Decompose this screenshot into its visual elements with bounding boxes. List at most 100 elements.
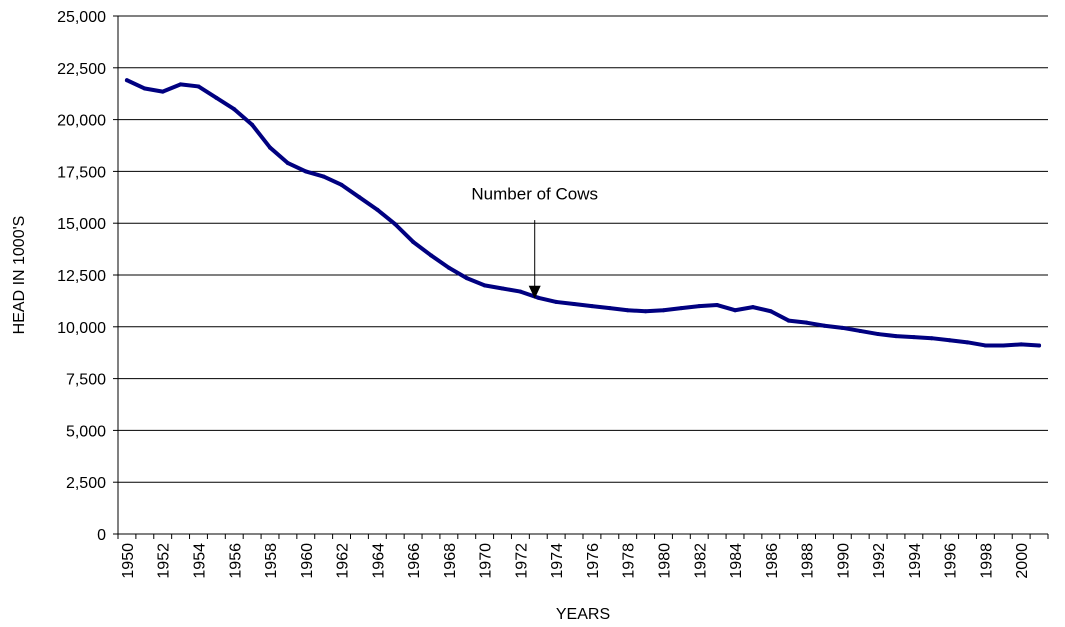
data-point — [536, 295, 541, 300]
y-axis-ticks: 0 2,500 5,000 7,500 10,000 12,500 15,000 17,500… — [57, 9, 118, 544]
data-point — [250, 122, 255, 127]
data-point — [679, 306, 684, 311]
data-point — [411, 239, 416, 244]
data-point — [893, 334, 898, 339]
data-point — [697, 304, 702, 309]
data-point — [607, 306, 612, 311]
data-point — [303, 169, 308, 174]
data-point — [124, 78, 129, 83]
data-point — [911, 335, 916, 340]
x-tick-label: 1962 — [335, 543, 352, 579]
x-tick-label: 1956 — [227, 543, 244, 579]
data-point — [375, 207, 380, 212]
y-tick-label: 10,000 — [57, 320, 106, 337]
data-point — [947, 338, 952, 343]
data-point — [786, 318, 791, 323]
data-point — [625, 308, 630, 313]
data-point — [196, 84, 201, 89]
data-point — [142, 86, 147, 91]
data-point — [482, 283, 487, 288]
x-axis-ticks: 1950 1952 1954 1956 1958 1960 1962 1964 1966 1968… — [117, 534, 1049, 579]
x-tick-label: 1960 — [299, 543, 316, 579]
data-point — [518, 289, 523, 294]
data-point — [1001, 343, 1006, 348]
data-point — [357, 195, 362, 200]
x-tick-label: 1954 — [191, 543, 208, 579]
data-point — [840, 325, 845, 330]
x-axis-title: YEARS — [556, 606, 610, 623]
x-tick-label: 1980 — [656, 543, 673, 579]
data-point — [321, 174, 326, 179]
annotation-arrowhead — [528, 285, 541, 299]
data-point — [464, 276, 469, 281]
data-point — [572, 302, 577, 307]
data-point — [500, 286, 505, 291]
y-tick-label: 25,000 — [57, 9, 106, 26]
y-tick-label: 12,500 — [57, 268, 106, 285]
data-point — [214, 95, 219, 100]
data-point — [715, 303, 720, 308]
y-axis-title: HEAD IN 1000'S — [11, 216, 28, 335]
x-tick-label: 1968 — [442, 543, 459, 579]
x-tick-label: 1966 — [406, 543, 423, 579]
x-tick-label: 1950 — [120, 543, 137, 579]
data-point — [178, 82, 183, 87]
data-point — [268, 145, 273, 150]
annotation: Number of Cows — [471, 184, 598, 299]
annotation-label: Number of Cows — [471, 184, 598, 203]
data-point — [589, 304, 594, 309]
series-layer — [124, 78, 1042, 348]
data-point — [983, 343, 988, 348]
data-point — [965, 340, 970, 345]
x-tick-label: 1988 — [800, 543, 817, 579]
data-point — [822, 323, 827, 328]
y-tick-label: 17,500 — [57, 164, 106, 181]
x-tick-label: 1976 — [585, 543, 602, 579]
x-tick-label: 1978 — [621, 543, 638, 579]
data-point — [446, 265, 451, 270]
data-point — [1019, 342, 1024, 347]
series-line — [124, 78, 1042, 348]
x-tick-label: 1964 — [370, 543, 387, 579]
y-tick-label: 20,000 — [57, 113, 106, 130]
x-tick-label: 1970 — [478, 543, 495, 579]
data-point — [876, 332, 881, 337]
data-point — [661, 308, 666, 313]
data-point — [160, 89, 165, 94]
data-point — [393, 222, 398, 227]
x-tick-label: 1974 — [549, 543, 566, 579]
y-tick-label: 22,500 — [57, 61, 106, 78]
x-tick-label: 1998 — [978, 543, 995, 579]
data-point — [232, 107, 237, 112]
x-tick-label: 1986 — [764, 543, 781, 579]
data-point — [750, 305, 755, 310]
y-tick-label: 0 — [97, 527, 106, 544]
data-point — [1037, 343, 1042, 348]
data-point — [554, 299, 559, 304]
data-point — [643, 309, 648, 314]
data-point — [428, 253, 433, 258]
data-point — [285, 161, 290, 166]
x-tick-label: 1972 — [513, 543, 530, 579]
x-tick-label: 1952 — [156, 543, 173, 579]
x-tick-label: 1992 — [871, 543, 888, 579]
x-tick-label: 1984 — [728, 543, 745, 579]
x-tick-label: 2000 — [1014, 543, 1031, 579]
x-tick-label: 1990 — [835, 543, 852, 579]
data-point — [339, 182, 344, 187]
x-tick-label: 1996 — [943, 543, 960, 579]
x-tick-label: 1994 — [907, 543, 924, 579]
y-tick-label: 15,000 — [57, 216, 106, 233]
gridlines — [118, 15, 1048, 483]
y-tick-label: 5,000 — [66, 423, 106, 440]
y-tick-label: 2,500 — [66, 475, 106, 492]
x-tick-label: 1982 — [692, 543, 709, 579]
data-point — [929, 336, 934, 341]
y-tick-label: 7,500 — [66, 372, 106, 389]
data-point — [858, 328, 863, 333]
data-point — [804, 320, 809, 325]
data-point — [733, 308, 738, 313]
x-tick-label: 1958 — [263, 543, 280, 579]
data-point — [768, 309, 773, 314]
